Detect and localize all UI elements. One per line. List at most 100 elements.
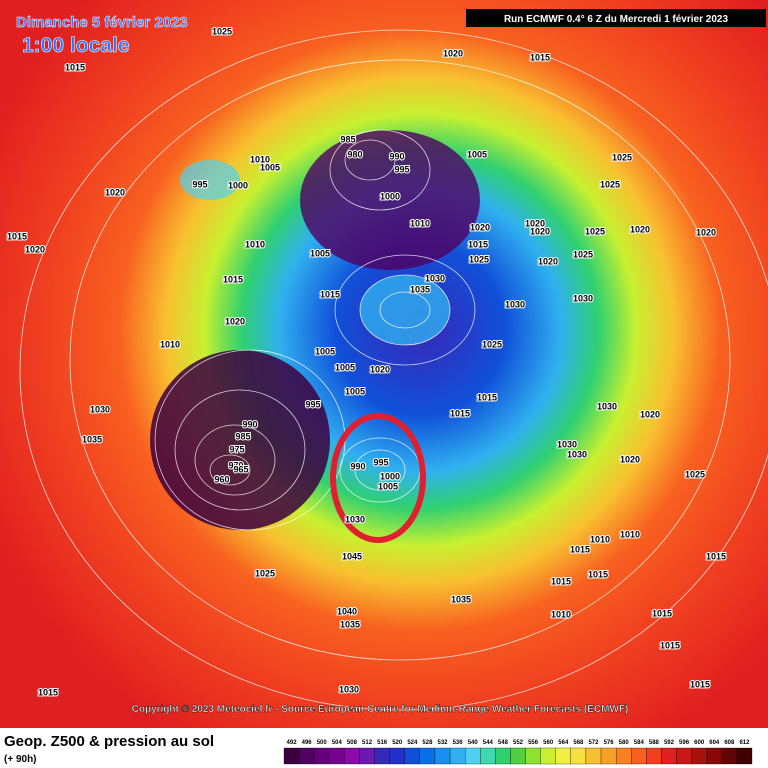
legend-swatch	[540, 747, 556, 765]
legend-level: 520	[392, 740, 403, 746]
legend-swatch	[298, 747, 315, 765]
isobar-label: 990	[350, 461, 365, 471]
isobar-label: 965	[233, 464, 248, 474]
isobar-label: 1015	[223, 274, 243, 284]
isobar-label: 995	[373, 457, 388, 467]
isobar-label: 1035	[451, 594, 471, 604]
legend-level: 556	[528, 740, 539, 746]
isobar-label: 1020	[525, 218, 545, 228]
isobar-label: 985	[340, 134, 355, 144]
isobar-label: 1025	[600, 179, 620, 189]
isobar-label: 1000	[380, 191, 400, 201]
legend-swatch	[631, 747, 647, 765]
isobar-label: 1015	[660, 640, 680, 650]
low-area	[300, 130, 480, 270]
isobar-label: 1020	[25, 244, 45, 254]
isobar-label: 1035	[82, 434, 102, 444]
isobar-label: 1020	[443, 48, 463, 58]
isobar-label: 1015	[477, 392, 497, 402]
legend-level: 536	[453, 740, 464, 746]
isobar-label: 1015	[320, 289, 340, 299]
isobar-label: 1015	[652, 608, 672, 618]
isobar-label: 1005	[467, 149, 487, 159]
legend-swatch	[434, 747, 451, 765]
low-area	[150, 350, 330, 530]
legend-swatch	[646, 747, 662, 765]
legend-level: 544	[483, 740, 494, 746]
legend-level: 576	[604, 740, 615, 746]
legend-swatch	[404, 747, 421, 765]
legend-level: 600	[694, 740, 705, 746]
isobar-label: 1005	[378, 481, 398, 491]
copyright: Copyright © 2023 Meteociel.fr - Source E…	[132, 704, 629, 715]
legend-level: 572	[588, 740, 599, 746]
legend-swatch	[465, 747, 481, 765]
legend-level: 508	[347, 740, 358, 746]
isobar-label: 1020	[370, 364, 390, 374]
isobar-label: 1020	[630, 224, 650, 234]
isobar-label: 1015	[38, 687, 58, 697]
isobar-label: 995	[192, 179, 207, 189]
legend-swatch	[374, 747, 390, 765]
legend-level: 560	[543, 740, 554, 746]
legend-swatch	[449, 747, 466, 765]
isobar-label: 1005	[345, 386, 365, 396]
legend-level: 504	[332, 740, 343, 746]
isobar-label: 1030	[573, 293, 593, 303]
isobar-label: 1025	[255, 568, 275, 578]
legend-swatch	[283, 747, 300, 765]
legend-level: 496	[302, 740, 313, 746]
isobar-label: 1025	[469, 254, 489, 264]
isobar-label: 1030	[567, 449, 587, 459]
high-area	[360, 275, 450, 345]
legend-swatch	[495, 747, 511, 765]
isobar-label: 1020	[225, 316, 245, 326]
legend-swatch	[615, 747, 632, 765]
isobar-label: 1025	[685, 469, 705, 479]
isobar-label: 1010	[410, 218, 430, 228]
legend-level: 548	[498, 740, 509, 746]
isobar-label: 1030	[505, 299, 525, 309]
legend-level: 532	[438, 740, 449, 746]
isobar-label: 1035	[340, 619, 360, 629]
isobar-label: 1020	[105, 187, 125, 197]
isobar-label: 990	[389, 151, 404, 161]
legend-level: 540	[468, 740, 479, 746]
isobar-label: 1010	[245, 239, 265, 249]
legend-swatch	[480, 747, 496, 765]
legend-level: 524	[407, 740, 418, 746]
isobar-label: 985	[235, 431, 250, 441]
legend-lead: (+ 90h)	[4, 754, 37, 765]
date-title: Dimanche 5 février 2023	[16, 14, 188, 31]
isobar-label: 995	[305, 399, 320, 409]
legend-level: 568	[573, 740, 584, 746]
legend-swatch	[661, 747, 677, 765]
highlight-circle	[330, 413, 426, 543]
legend-swatch	[419, 747, 436, 765]
run-box	[466, 9, 766, 27]
isobar-label: 1040	[337, 606, 357, 616]
legend-swatch	[525, 747, 541, 765]
legend-level: 552	[513, 740, 524, 746]
isobar-label: 1020	[640, 409, 660, 419]
legend-level: 528	[422, 740, 433, 746]
isobar-label: 1000	[380, 471, 400, 481]
isobar-label: 1020	[620, 454, 640, 464]
isobar-label: 1020	[530, 226, 550, 236]
isobar-label: 1045	[342, 551, 362, 561]
isobar-label: 1015	[690, 679, 710, 689]
isobar-label: 1030	[345, 514, 365, 524]
isobar-label: 1030	[339, 684, 359, 694]
legend-swatch	[555, 747, 571, 765]
isobar-label: 1005	[315, 346, 335, 356]
legend-swatch	[570, 747, 587, 765]
isobar-label: 1015	[468, 239, 488, 249]
isobar-label: 1005	[335, 362, 355, 372]
isobar-label: 1015	[530, 52, 550, 62]
legend-swatch	[600, 747, 617, 765]
legend-level: 492	[287, 740, 298, 746]
isobar-label: 1010	[590, 534, 610, 544]
legend-level: 608	[724, 740, 735, 746]
isobar-label: 1015	[570, 544, 590, 554]
